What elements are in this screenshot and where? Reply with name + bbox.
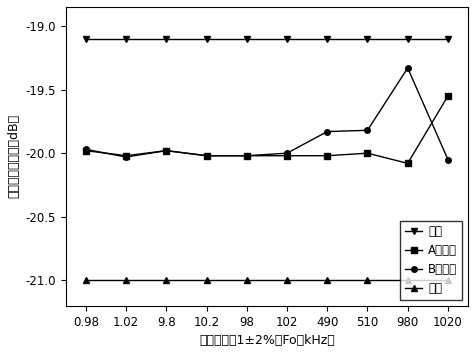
A测试仪 — [163, 149, 169, 153]
B测试仪 — [445, 158, 451, 162]
下限 — [123, 278, 129, 282]
B测试仪 — [284, 151, 290, 155]
A测试仪 — [405, 161, 410, 165]
A测试仪 — [123, 154, 129, 158]
B测试仪 — [244, 154, 250, 158]
上限 — [284, 36, 290, 41]
Line: 下限: 下限 — [82, 277, 451, 284]
下限 — [405, 278, 410, 282]
Line: A测试仪: A测试仪 — [83, 93, 451, 166]
Line: B测试仪: B测试仪 — [83, 65, 451, 162]
上限 — [163, 36, 169, 41]
下限 — [204, 278, 209, 282]
上限 — [204, 36, 209, 41]
上限 — [244, 36, 250, 41]
上限 — [123, 36, 129, 41]
B测试仪 — [163, 149, 169, 153]
A测试仪 — [83, 149, 89, 153]
Legend: 上限, A测试仪, B测试仪, 下限: 上限, A测试仪, B测试仪, 下限 — [400, 221, 462, 300]
B测试仪 — [123, 155, 129, 159]
下限 — [445, 278, 451, 282]
B测试仪 — [324, 130, 330, 134]
下限 — [324, 278, 330, 282]
B测试仪 — [405, 66, 410, 70]
上限 — [83, 36, 89, 41]
下限 — [83, 278, 89, 282]
A测试仪 — [284, 154, 290, 158]
Line: 上限: 上限 — [82, 35, 451, 42]
下限 — [365, 278, 370, 282]
上限 — [405, 36, 410, 41]
X-axis label: 干扰信号（1±2%）Fo（kHz）: 干扰信号（1±2%）Fo（kHz） — [199, 334, 335, 347]
A测试仪 — [365, 151, 370, 155]
Y-axis label: 插入损耗测量值（dB）: 插入损耗测量值（dB） — [7, 114, 20, 199]
B测试仪 — [83, 147, 89, 152]
A测试仪 — [204, 154, 209, 158]
B测试仪 — [204, 154, 209, 158]
下限 — [284, 278, 290, 282]
下限 — [163, 278, 169, 282]
下限 — [244, 278, 250, 282]
上限 — [365, 36, 370, 41]
A测试仪 — [244, 154, 250, 158]
A测试仪 — [445, 94, 451, 98]
A测试仪 — [324, 154, 330, 158]
B测试仪 — [365, 128, 370, 132]
上限 — [445, 36, 451, 41]
上限 — [324, 36, 330, 41]
